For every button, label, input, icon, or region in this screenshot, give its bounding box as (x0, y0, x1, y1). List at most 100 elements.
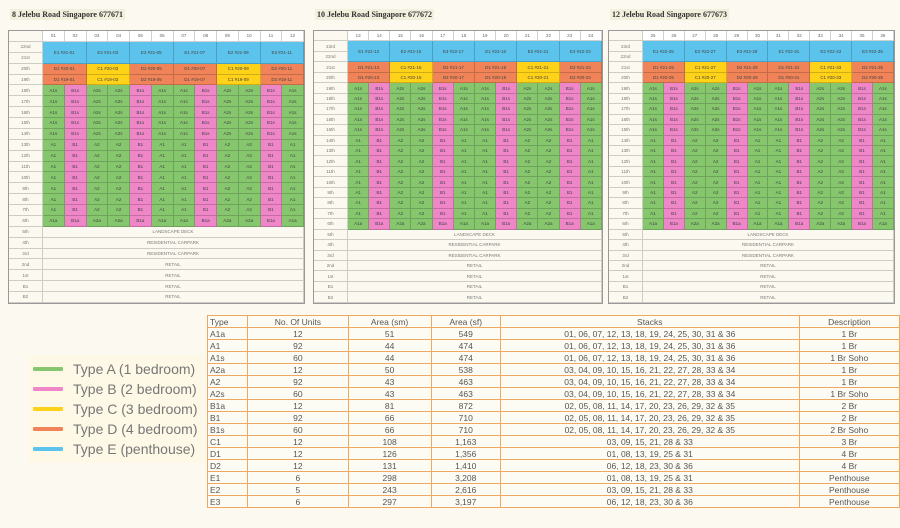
floor-row: B2 RETAIL (609, 292, 894, 303)
table-cell: 1,356 (430, 447, 501, 460)
unit-b1: B1s (195, 85, 217, 97)
facility-label: RESIDENTIAL CARPARK (43, 237, 304, 249)
floor-label: 1st (609, 271, 643, 282)
penthouse-rows: 23rd 22nd E1 #22-13 E2 #22-15 E3 #22-17 E1 #2… (314, 41, 602, 63)
floor-row: 15th A1s B1s A2s A2s B1s A1s A1s B1s A2s A2s B1s A1s (314, 125, 602, 136)
unit-b1: B1 (496, 135, 518, 146)
unit-a2: A2 (705, 208, 727, 220)
unit-a1: A1s (768, 125, 790, 136)
unit-b1: B1a (260, 215, 283, 227)
unit-a2: A2 (705, 187, 727, 199)
unit-a1: A1 (747, 156, 769, 167)
unit-a1: A1a (643, 219, 664, 230)
floor-row: 13th A1 B1 A2 A2 B1 A1 A1 B1 A2 A2 B1 A1 (9, 139, 304, 151)
unit-b1: B1 (130, 183, 152, 195)
penthouse-unit: E2 #22-21 (517, 41, 560, 63)
legend-item: Type C (3 bedroom) (28, 399, 203, 419)
floor-label: B2 (314, 292, 348, 303)
unit-a2: A2 (411, 177, 433, 188)
stack-number: 29 (726, 31, 748, 42)
unit-b1: B1 (852, 135, 873, 146)
unit-a2: A2 (810, 156, 832, 167)
floor-row: 18th A1s B1s A2s A2s B1s A1s A1s B1s A2s A2s B1s A1s (609, 93, 894, 105)
facility-label: RESIDENTIAL CARPARK (348, 240, 602, 251)
unit-b1: B1 (260, 194, 283, 205)
unit-a1: A1 (643, 156, 664, 167)
unit-b1: B1s (726, 93, 748, 105)
unit-a1: A1a (747, 219, 769, 230)
floor-label: 2nd (609, 260, 643, 272)
unit-a1: A1 (643, 177, 664, 188)
unit-a1: A1 (872, 198, 894, 209)
floor-label: 9th (609, 187, 643, 199)
floor-label: 8th (609, 198, 643, 209)
column-header: Type (206, 315, 249, 328)
floor-label: 12th (609, 156, 643, 167)
stack-number: 15 (390, 31, 412, 42)
unit-a1: A1 (151, 161, 174, 173)
floor-row: 11th A1 B1 A2 A2 B1 A1 A1 B1 A2 A2 B1 A1 (609, 166, 894, 178)
floor-label: 4th (609, 240, 643, 251)
stack-number: 12 (282, 31, 304, 42)
unit-a1: A1s (348, 114, 370, 126)
unit-a1: A1s (768, 83, 790, 94)
unit-a1: A1s (747, 104, 769, 115)
floor-label: B1 (9, 281, 43, 292)
stack-number: 17 (432, 31, 454, 42)
table-cell: C1 (206, 435, 249, 448)
floor-label: 6th (9, 215, 43, 227)
unit-a1: A1 (348, 146, 370, 157)
unit-a2: A2 (684, 166, 706, 178)
unit-a2: A2s (390, 114, 412, 126)
facility-label: RESIDENTIAL CARPARK (643, 250, 894, 261)
unit-b1: B1s (260, 118, 283, 129)
unit-a2: A2s (831, 83, 853, 94)
unit-a2: A2 (390, 208, 412, 220)
unit-b1: B1s (663, 114, 685, 126)
unit-a1: A1s (768, 114, 790, 126)
stack-number: 09 (217, 31, 239, 42)
unit-a1: A1 (43, 205, 65, 216)
unit-a2: A2 (517, 156, 539, 167)
unit-a1: A1 (643, 198, 664, 209)
unit-a1: A1 (282, 161, 304, 173)
unit-a1: A1 (474, 135, 497, 146)
unit-b1: B1s (130, 107, 152, 118)
floor-label: 10th (9, 172, 43, 184)
floor-label: 18th (9, 85, 43, 97)
unit-b1: B1s (726, 125, 748, 136)
unit-a2: A2 (810, 146, 832, 157)
table-row: D1 12 126 1,356 01, 08, 13, 19, 25 & 31 4 Br (206, 447, 900, 460)
unit-a2: A2 (684, 198, 706, 209)
unit-a2: A2s (390, 83, 412, 94)
floor-row: 13th A1 B1 A2 A2 B1 A1 A1 B1 A2 A2 B1 A1 (314, 146, 602, 157)
unit-a2: A2 (86, 161, 109, 173)
unit-a2: A2 (238, 139, 261, 151)
unit-a2: A2 (684, 135, 706, 146)
unit-a2: A2s (411, 104, 433, 115)
unit-a1: A1 (173, 161, 196, 173)
unit-a2: A2 (517, 177, 539, 188)
unit-d: D1 #19-01 (43, 74, 87, 86)
unit-b1: B1 (369, 135, 391, 146)
unit-b1: B1 (195, 205, 217, 216)
unit-b1: B1 (726, 208, 748, 220)
floor-grid: 13 14 15 16 17 18 19 20 21 22 23 24 23rd 22nd E1 #22-1… (313, 30, 603, 304)
floor-row: 7th A1 B1 A2 A2 B1 A1 A1 B1 A2 A2 B1 A1 (314, 208, 602, 220)
unit-b1: B1s (559, 104, 581, 115)
unit-a1: A1a (768, 219, 790, 230)
unit-a1: A1 (453, 177, 475, 188)
unit-a1: A1 (872, 208, 894, 220)
unit-a1: A1 (872, 135, 894, 146)
unit-a1: A1s (43, 118, 65, 129)
unit-a2: A2 (831, 146, 853, 157)
unit-b1: B1s (789, 114, 811, 126)
floor-label: 22nd (609, 51, 643, 63)
floor-row: 17th A1s B1s A2s A2s B1s A1s A1s B1s A2s A2s B1s A1s (9, 96, 304, 108)
unit-a1: A1 (643, 166, 664, 178)
floor-row: 15th A1s B1s A2s A2s B1s A1s A1s B1s A2s A2s B1s A1s (9, 118, 304, 129)
penthouse-unit: E1 #21-01 (43, 41, 87, 64)
unit-a2: A2 (831, 198, 853, 209)
legend-item: Type A (1 bedroom) (28, 359, 203, 379)
table-row: B1s 60 66 710 02, 05, 08, 11, 14, 17, 20, 23… (206, 423, 900, 436)
